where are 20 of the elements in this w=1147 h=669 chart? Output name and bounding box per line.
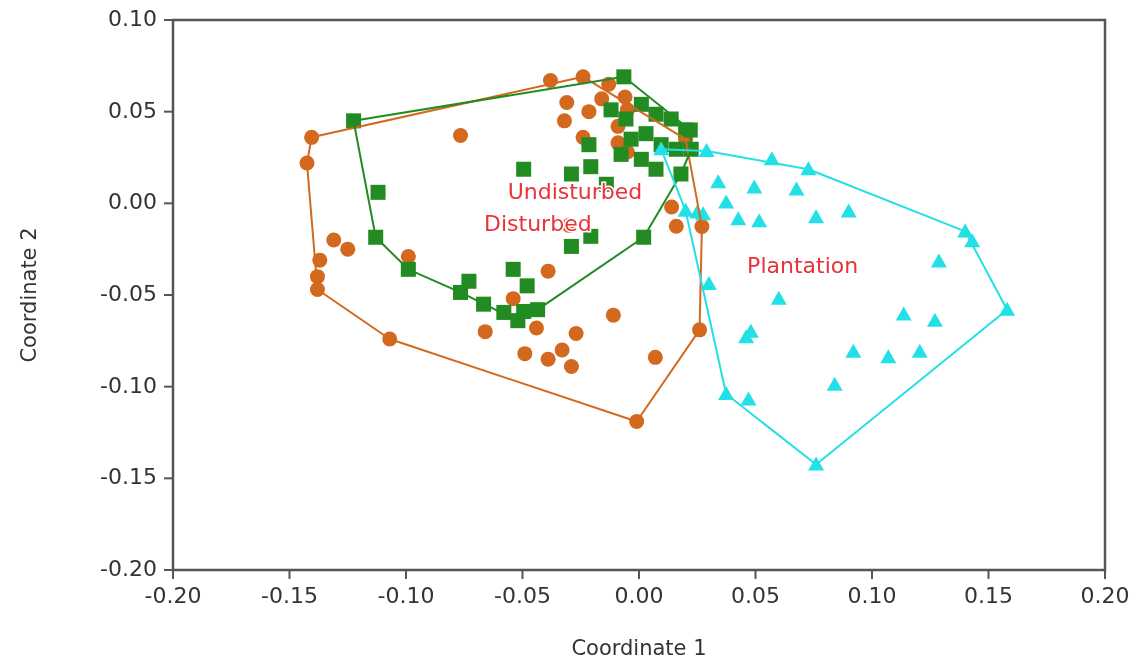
y-axis-title: Coordinate 2 xyxy=(17,227,41,363)
annotation: Undisturbed xyxy=(507,179,643,205)
x-tick-label: -0.05 xyxy=(494,583,551,608)
x-tick-label: 0.10 xyxy=(847,583,897,608)
y-tick-label: -0.20 xyxy=(100,556,157,581)
x-tick-label: 0.15 xyxy=(964,583,1013,608)
y-tick-label: -0.10 xyxy=(100,372,157,398)
x-tick-label: -0.10 xyxy=(377,583,435,608)
x-tick-label: -0.15 xyxy=(261,583,318,608)
y-tick-label: -0.15 xyxy=(100,464,157,490)
annotation: Plantation xyxy=(747,252,859,278)
y-tick-label: 0.05 xyxy=(108,97,157,123)
x-tick-label: -0.20 xyxy=(144,583,202,608)
y-tick-label: -0.05 xyxy=(100,281,157,306)
y-tick-label: 0.10 xyxy=(108,6,157,31)
x-tick-label: 0.05 xyxy=(731,583,780,608)
y-tick-label: 0.00 xyxy=(108,189,157,215)
x-axis-title: Coordinate 1 xyxy=(571,636,707,660)
x-tick-label: 0.00 xyxy=(614,583,664,608)
x-tick-label: 0.20 xyxy=(1080,583,1130,608)
